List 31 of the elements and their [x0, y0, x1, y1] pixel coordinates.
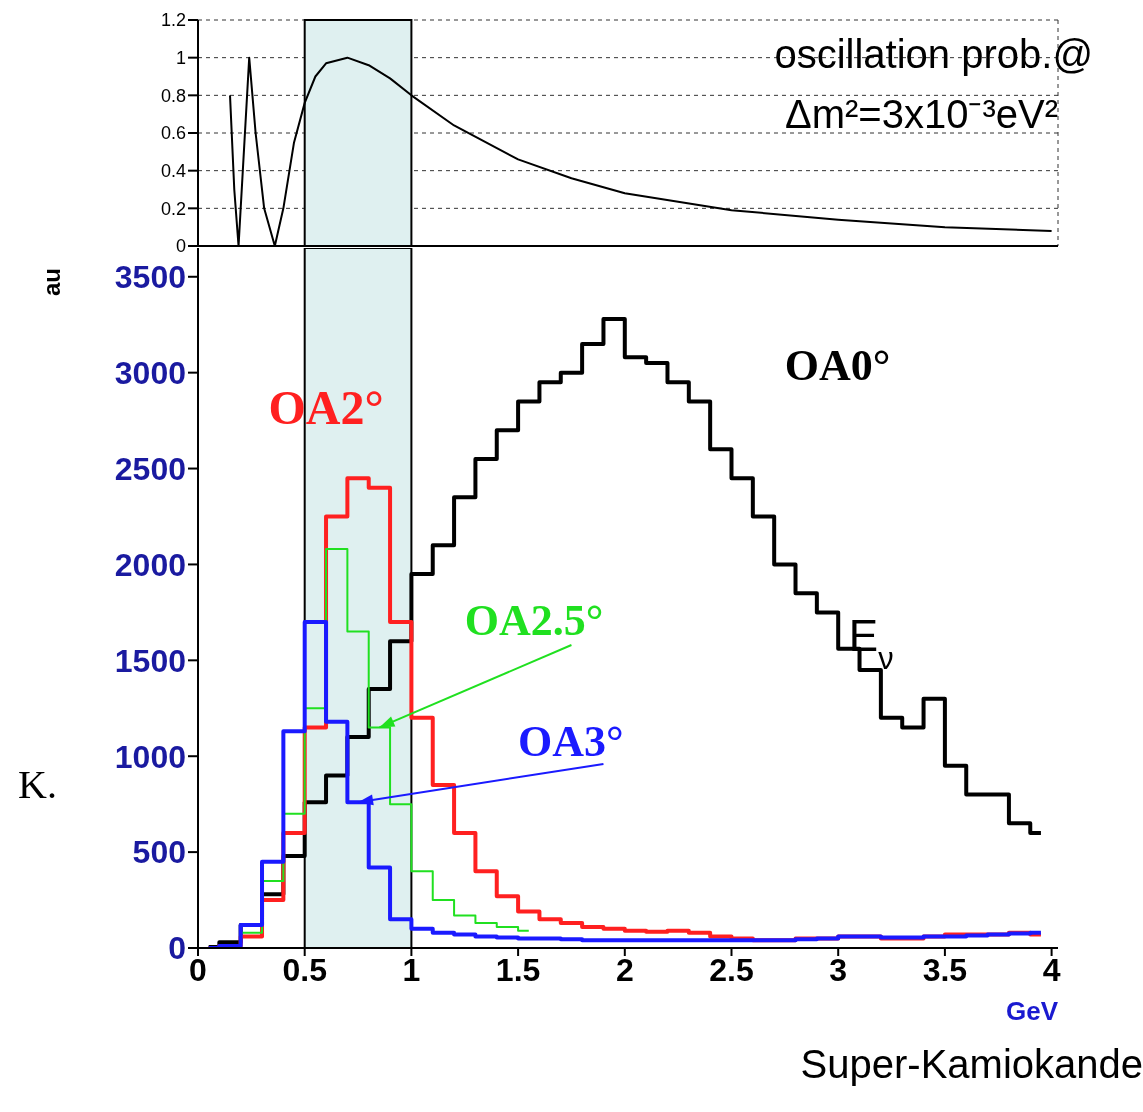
y-tick-label: 2000	[114, 546, 186, 583]
y-tick-label: 500	[132, 834, 186, 871]
y-tick-label: 1	[175, 48, 186, 69]
y-tick-label: 0.4	[160, 161, 186, 182]
x-tick-label: 1.5	[495, 951, 541, 988]
x-tick-label: 2.5	[709, 951, 754, 988]
y-tick-label: 0.6	[160, 123, 186, 144]
text: OA2.5°	[464, 596, 604, 646]
y-tick-label: 2500	[114, 450, 186, 487]
y-tick-label: 0	[175, 236, 186, 257]
series-label: OA0°	[784, 341, 891, 391]
y-tick-label: 1000	[114, 738, 186, 775]
text: OA3°	[518, 717, 624, 767]
y-tick-label: 3000	[114, 355, 186, 392]
y-tick-label: 0.2	[160, 198, 186, 219]
x-tick-label: 0.5	[282, 951, 327, 988]
x-tick-label: 4	[1042, 951, 1061, 988]
annotation: oscillation prob.@	[774, 32, 1093, 76]
annotation: Δm²=3x10⁻³eV²	[784, 92, 1058, 136]
y-axis-title: au	[38, 268, 65, 297]
text: K.	[18, 762, 57, 807]
x-tick-label: 2	[615, 951, 634, 988]
x-axis-title: GeV	[1005, 996, 1059, 1026]
x-tick-label: 1	[402, 951, 421, 988]
y-tick-label: 0.8	[160, 85, 186, 106]
text: Super-Kamiokande	[800, 1042, 1143, 1086]
y-tick-label: 1500	[114, 642, 186, 679]
y-tick-label: 3500	[114, 259, 186, 296]
x-tick-label: 3.5	[922, 951, 968, 988]
y-tick-label: 1.2	[160, 10, 186, 31]
x-tick-label: 3	[829, 951, 848, 988]
